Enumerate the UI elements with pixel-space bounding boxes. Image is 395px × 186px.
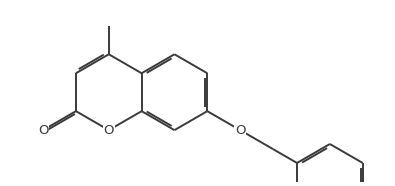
Text: O: O [103, 124, 114, 137]
Text: O: O [235, 124, 245, 137]
Text: O: O [38, 124, 48, 137]
